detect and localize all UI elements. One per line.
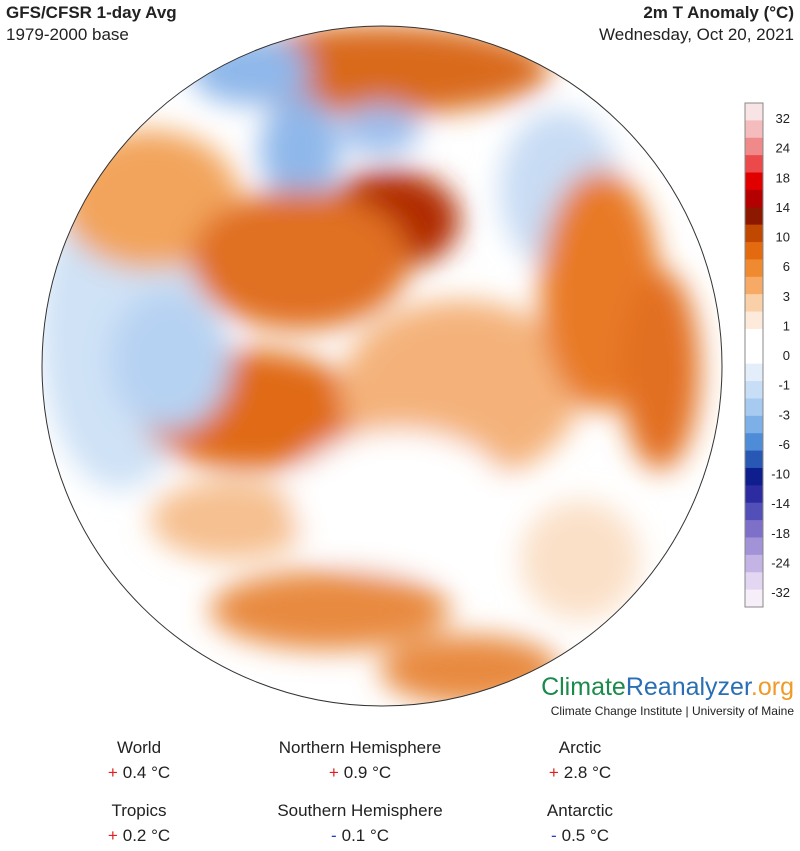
region-name: Tropics: [111, 801, 166, 820]
region-name: Southern Hemisphere: [277, 801, 442, 820]
affiliation: Climate Change Institute | University of…: [551, 704, 795, 718]
region-value: -0.5 °C: [551, 826, 609, 845]
colorbar-swatch: [745, 328, 763, 347]
sign: +: [329, 763, 339, 782]
colorbar-swatch: [745, 485, 763, 504]
colorbar-swatch: [745, 189, 763, 208]
sign: -: [551, 826, 557, 845]
colorbar-swatch: [745, 259, 763, 278]
value: 0.2 °C: [123, 826, 170, 845]
colorbar-label: -14: [771, 496, 790, 511]
colorbar-swatch: [745, 433, 763, 452]
colorbar-label: -1: [778, 378, 790, 393]
colorbar-label: 1: [783, 318, 790, 333]
colorbar-swatch: [745, 572, 763, 591]
colorbar-swatch: [745, 554, 763, 573]
colorbar-swatch: [745, 537, 763, 556]
value: 2.8 °C: [564, 763, 611, 782]
region-name: Antarctic: [547, 801, 614, 820]
colorbar-swatch: [745, 381, 763, 399]
colorbar-swatch: [745, 311, 763, 330]
globe-map: [42, 26, 722, 706]
region-value: +0.4 °C: [108, 763, 170, 782]
sign: +: [549, 763, 559, 782]
logo-part: Reanalyzer: [626, 673, 752, 701]
colorbar-label: -18: [771, 526, 790, 541]
colorbar-swatch: [745, 242, 763, 260]
colorbar-swatch: [745, 276, 763, 295]
colorbar-label: 0: [783, 348, 790, 363]
globe-outline: [41, 25, 723, 707]
colorbar-swatch: [745, 207, 763, 226]
colorbar-swatch: [745, 120, 763, 139]
colorbar-swatch: [745, 450, 763, 469]
colorbar-swatch: [745, 398, 763, 417]
colorbar-label: 14: [776, 200, 790, 215]
colorbar-swatch: [745, 346, 763, 365]
value: 0.5 °C: [562, 826, 609, 845]
colorbar-swatch: [745, 415, 763, 434]
subtitle: 1979-2000 base: [6, 25, 129, 44]
colorbar-swatch: [745, 294, 763, 313]
colorbar-swatch: [745, 502, 763, 521]
sign: +: [108, 826, 118, 845]
region-name: Northern Hemisphere: [279, 738, 442, 757]
colorbar-label: 6: [783, 259, 790, 274]
colorbar-label: 24: [776, 141, 790, 156]
colorbar-frame: [744, 102, 764, 608]
colorbar-swatch: [745, 520, 763, 538]
stats: World + 0.4 °C Northern Hemisphere + 0.9 °C Ar…: [108, 738, 614, 845]
colorbar-label: -6: [778, 437, 790, 452]
region-name: Arctic: [559, 738, 602, 757]
colorbar-swatch: [745, 589, 763, 608]
colorbar-label: 18: [776, 170, 790, 185]
region-value: +2.8 °C: [549, 763, 611, 782]
sign: +: [108, 763, 118, 782]
colorbar-label: 32: [776, 111, 790, 126]
variable-title: 2m T Anomaly (°C): [643, 3, 794, 22]
colorbar-swatch: [745, 467, 763, 486]
value: 0.9 °C: [344, 763, 391, 782]
region-value: -0.1 °C: [331, 826, 389, 845]
colorbar-label: -10: [771, 467, 790, 482]
title: GFS/CFSR 1-day Avg: [6, 3, 177, 22]
logo-part: .org: [751, 673, 794, 701]
logo: ClimateReanalyzer.org: [541, 673, 794, 701]
region-value: +0.9 °C: [329, 763, 391, 782]
region-value: +0.2 °C: [108, 826, 170, 845]
colorbar-swatch: [745, 172, 763, 191]
colorbar-swatch: [745, 155, 763, 174]
region-name: World: [117, 738, 161, 757]
sign: -: [331, 826, 337, 845]
value: 0.1 °C: [342, 826, 389, 845]
colorbar-label: -24: [771, 555, 790, 570]
colorbar-swatch: [745, 103, 763, 121]
date: Wednesday, Oct 20, 2021: [599, 25, 794, 44]
value: 0.4 °C: [123, 763, 170, 782]
colorbar-label: 10: [776, 230, 790, 245]
colorbar-swatch: [745, 363, 763, 382]
colorbar-swatch: [745, 137, 763, 156]
colorbar-label: 3: [783, 289, 790, 304]
colorbar-label: -32: [771, 585, 790, 600]
logo-part: Climate: [541, 673, 626, 701]
colorbar-label: -3: [778, 407, 790, 422]
colorbar-swatch: [745, 224, 763, 243]
